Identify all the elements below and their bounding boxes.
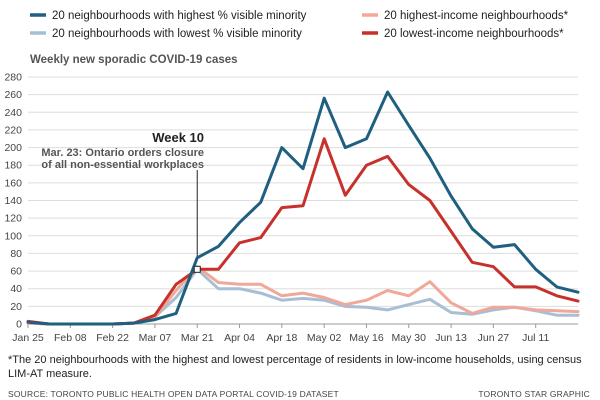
annotation-marker-group [193,265,201,273]
series-line-3 [26,265,580,326]
grid [28,76,578,325]
y-tick-280: 280 [4,72,22,84]
y-tick-120: 120 [4,213,22,225]
series-line-2 [26,267,580,326]
legend-label-4: 20 lowest-income neighbourhoods* [384,28,564,40]
x-tick-label: May 02 [307,332,342,344]
y-tick-140: 140 [4,195,22,207]
annotation-title: Week 10 [152,130,204,145]
annotation-line-2: of all non-essential workplaces [41,159,204,171]
x-tick-label: Feb 08 [54,332,87,344]
y-tick-80: 80 [10,248,22,260]
x-tick-label: May 16 [349,332,384,344]
y-tick-100: 100 [4,230,22,242]
y-tick-240: 240 [4,107,22,119]
annotation-marker [193,265,201,273]
legend-label-3: 20 highest-income neighbourhoods* [384,10,569,22]
y-tick-40: 40 [10,283,22,295]
footnote: *The 20 neighbourhoods with the highest … [8,354,582,380]
x-tick-label: Jan 25 [12,332,44,344]
x-tick-label: Feb 22 [96,332,129,344]
y-tick-60: 60 [10,266,22,278]
source-text: SOURCE: TORONTO PUBLIC HEALTH OPEN DATA … [8,389,339,399]
y-axis-ticks: 0 20 40 60 80 100 120 140 160 180 200 220 240 260 280 [4,72,22,331]
x-tick-label: May 30 [392,332,427,344]
y-tick-0: 0 [16,319,22,331]
chart-title: Weekly new sporadic COVID-19 cases [30,54,238,66]
x-tick-label: Jun 13 [435,332,467,344]
y-tick-260: 260 [4,89,22,101]
y-tick-20: 20 [10,301,22,313]
legend-label-1: 20 neighbourhoods with highest % visible… [52,10,307,22]
legend-label-2: 20 neighbourhoods with lowest % visible … [52,28,302,40]
x-tick-label: Mar 21 [181,332,214,344]
annotation-line-1: Mar. 23: Ontario orders closure [41,147,204,159]
x-tick-label: Apr 18 [266,332,297,344]
series-line-1 [26,90,580,326]
y-tick-180: 180 [4,160,22,172]
x-tick-label: Apr 04 [224,332,255,344]
x-tick-label: Jul 11 [522,332,549,344]
series-lines [26,90,580,326]
x-tick-label: Mar 07 [139,332,172,344]
x-axis-ticks: Jan 25 Feb 08 Feb 22 Mar 07 Mar 21 Apr 04 Apr … [12,324,549,344]
y-tick-160: 160 [4,177,22,189]
x-tick-label: Jun 27 [478,332,510,344]
legend: 20 neighbourhoods with highest % visible… [30,10,569,40]
y-tick-220: 220 [4,124,22,136]
source-row: SOURCE: TORONTO PUBLIC HEALTH OPEN DATA … [8,389,590,399]
week-10-annotation: Week 10 Mar. 23: Ontario orders closureof… [41,130,204,258]
credit-text: TORONTO STAR GRAPHIC [478,389,590,399]
y-tick-200: 200 [4,142,22,154]
